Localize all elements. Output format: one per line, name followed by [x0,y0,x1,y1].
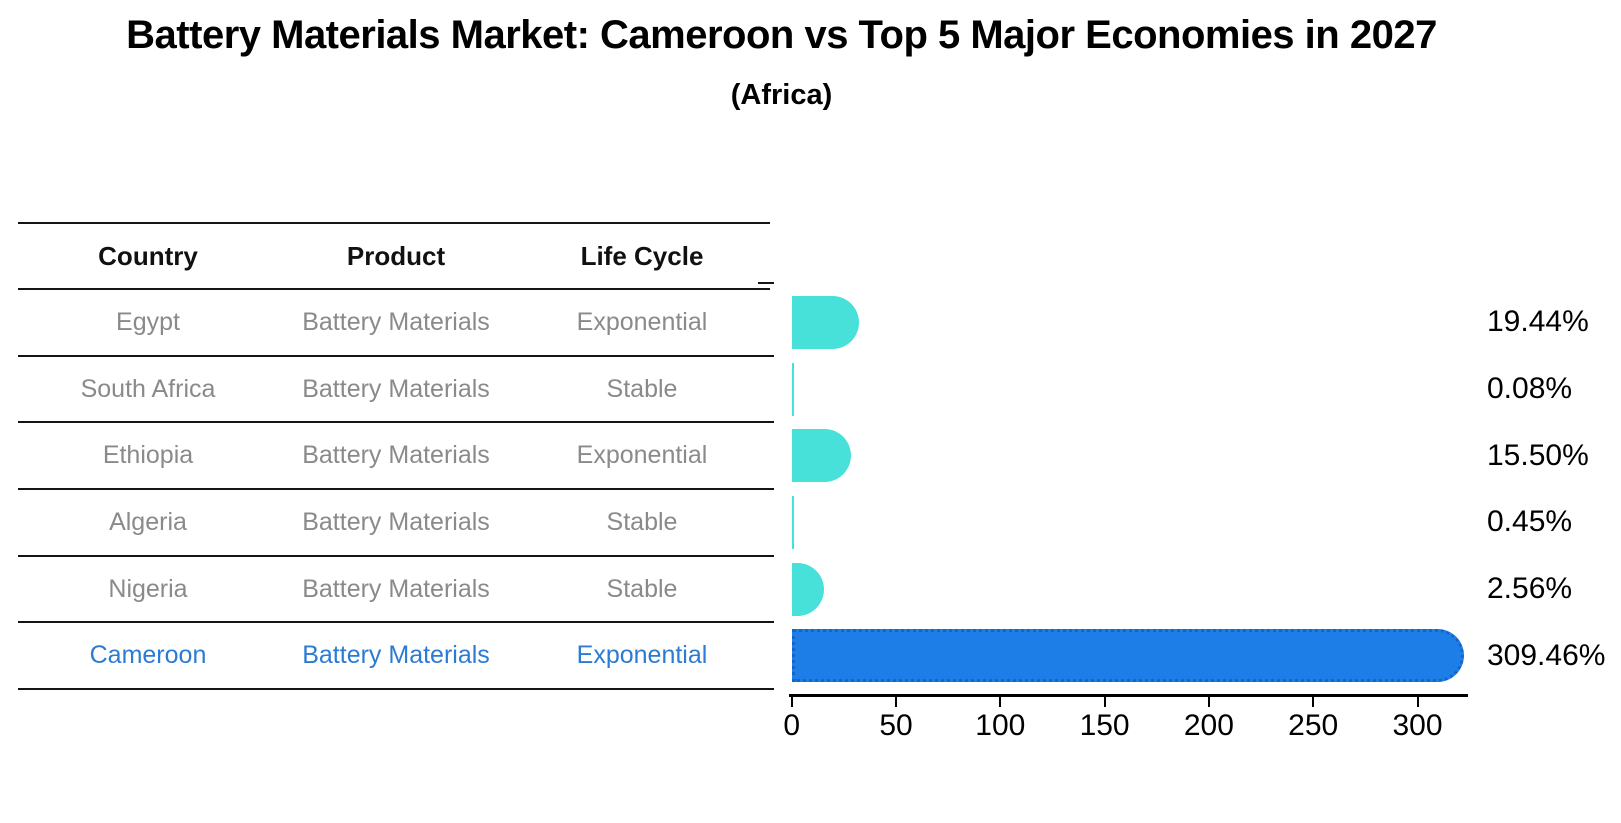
value-label: 15.50% [1487,438,1589,472]
bar-nigeria [791,562,825,616]
x-tick-mark [1103,696,1106,707]
table-separator-line [18,288,770,290]
bar-cameroon [791,629,1465,683]
x-tick-mark [1207,696,1210,707]
value-label: 19.44% [1487,305,1589,339]
table-separator-line [18,688,770,691]
x-axis-line [789,694,1468,697]
x-tick-mark [1416,696,1419,707]
cell-product: Battery Materials [302,441,490,470]
chart-title: Battery Materials Market: Cameroon vs To… [126,13,1437,57]
x-tick-label: 200 [1183,709,1234,742]
cell-country: Egypt [116,308,180,336]
table-row: Algeria Battery Materials Stable [0,489,770,556]
table-row: Egypt Battery Materials Exponential [0,289,770,356]
bar-egypt [791,295,860,349]
table-row: South Africa Battery Materials Stable [0,356,770,423]
table-header-product: Product [346,241,446,271]
x-tick-mark [1312,696,1315,707]
bar-algeria [791,495,794,549]
x-tick-label: 150 [1079,709,1130,742]
chart-subtitle: (Africa) [730,79,833,111]
y-tick-mark [758,282,774,284]
cell-life-cycle: Exponential [576,308,708,336]
table-header-life-cycle: Life Cycle [580,241,704,271]
table-separator-line [18,488,770,490]
table-header-country: Country [98,241,198,271]
x-tick-label: 250 [1288,709,1339,742]
y-tick-mark [758,688,774,691]
y-tick-mark [758,421,774,424]
x-tick-label: 0 [783,709,801,742]
cell-life-cycle: Exponential [576,641,708,670]
table-separator-line [18,222,770,224]
cell-country: Ethiopia [102,441,194,470]
x-tick-mark [999,696,1002,707]
cell-life-cycle: Exponential [576,441,708,470]
x-tick-mark [895,696,897,707]
cell-product: Battery Materials [302,374,490,403]
x-tick-label: 100 [975,709,1026,742]
y-tick-mark [758,554,774,557]
cell-product: Battery Materials [302,574,490,603]
bar-ethiopia [791,429,852,483]
cell-product: Battery Materials [302,508,490,536]
y-tick-mark [758,488,774,490]
table-row: Cameroon Battery Materials Exponential [0,622,770,689]
cell-life-cycle: Stable [606,374,678,403]
table-row: Nigeria Battery Materials Stable [0,556,770,623]
table-separator-line [18,354,770,357]
cell-life-cycle: Stable [606,574,678,603]
table-row: Ethiopia Battery Materials Exponential [0,422,770,489]
x-tick-mark [790,696,793,707]
bar-south-africa [791,362,794,416]
table-separator-line [18,621,770,624]
cell-country: Cameroon [89,641,207,670]
cell-life-cycle: Stable [606,508,678,536]
value-label: 0.45% [1487,505,1573,539]
y-tick-mark [758,621,774,624]
cell-product: Battery Materials [302,641,490,670]
cell-country: South Africa [80,374,216,403]
table-separator-line [18,554,770,557]
cell-country: Nigeria [108,574,188,603]
table-separator-line [18,421,770,424]
value-label: 0.08% [1487,372,1573,405]
cell-country: Algeria [109,508,187,536]
y-tick-mark [758,354,774,357]
x-tick-label: 300 [1392,709,1443,742]
cell-product: Battery Materials [302,308,490,336]
value-label: 2.56% [1487,572,1573,605]
x-tick-label: 50 [879,709,913,742]
value-label: 309.46% [1487,638,1606,672]
